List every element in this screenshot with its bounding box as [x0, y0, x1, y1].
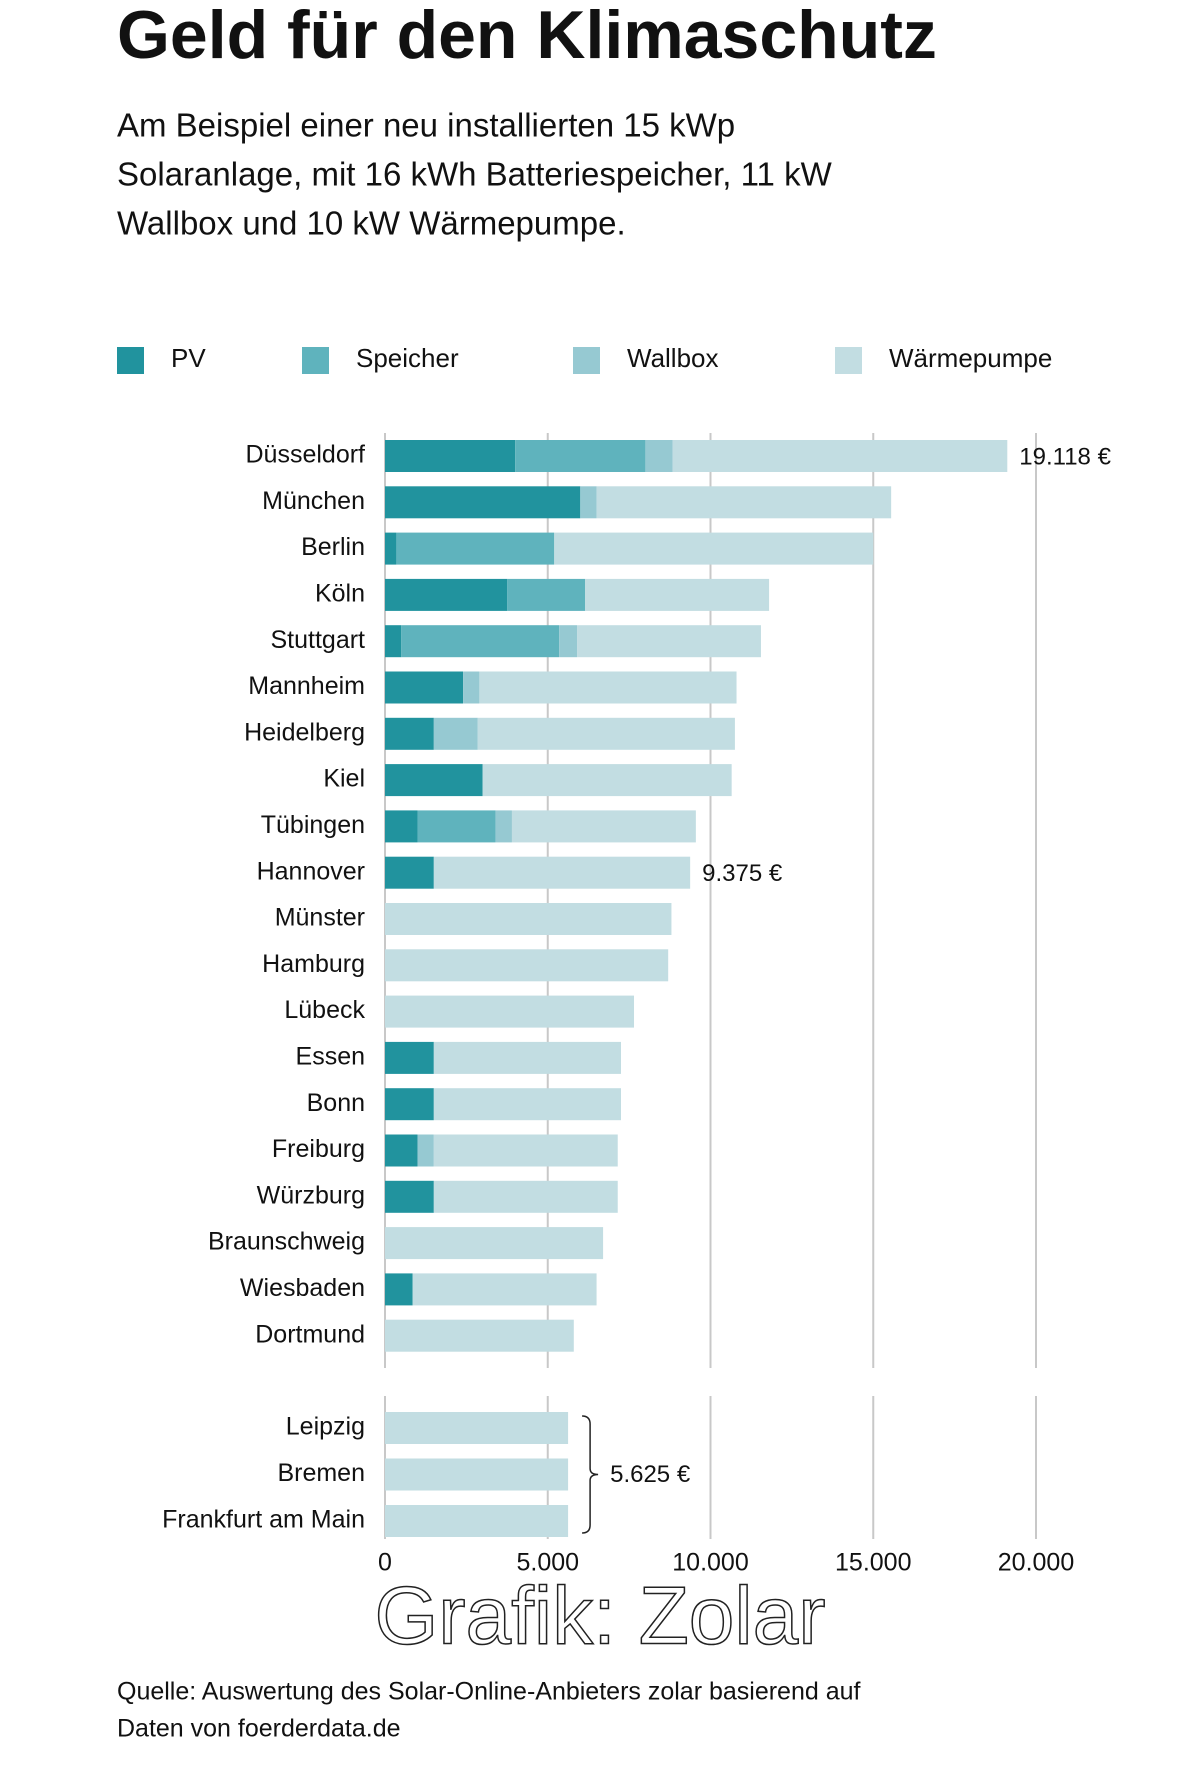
bar-segment	[479, 671, 737, 704]
bar-segment	[385, 717, 434, 750]
y-tick-label: Münster	[275, 904, 365, 932]
bar-segment	[385, 1319, 574, 1352]
y-tick-label: Köln	[315, 580, 365, 608]
bar-segment	[596, 486, 892, 519]
y-tick-label: Bremen	[277, 1459, 365, 1487]
bar-segment	[385, 1412, 569, 1444]
bar-segment	[385, 532, 397, 565]
bar-segment	[672, 440, 1008, 472]
bar-segment	[463, 671, 480, 704]
legend-swatch	[573, 347, 600, 374]
bar-segment	[385, 1227, 604, 1260]
bar-segment	[412, 1273, 597, 1306]
x-tick-label: 20.000	[998, 1549, 1074, 1577]
bar-segment	[385, 949, 669, 982]
y-tick-label: Dortmund	[255, 1320, 365, 1348]
y-tick-label: Heidelberg	[244, 718, 365, 746]
bar-segment	[385, 903, 672, 935]
bar-segment	[385, 578, 508, 611]
legend-swatch	[117, 347, 144, 374]
bar-segment	[396, 532, 555, 565]
bar-segment	[385, 1041, 434, 1074]
y-tick-label: Düsseldorf	[246, 441, 366, 469]
bar-segment	[433, 1041, 621, 1074]
bar-segment	[385, 486, 581, 519]
bar-segment	[433, 1134, 618, 1167]
bar-segment	[477, 717, 735, 750]
bar-segment	[495, 810, 512, 843]
bar-segment	[577, 625, 761, 658]
legend-label: PV	[171, 343, 206, 373]
bar-segment	[385, 856, 434, 889]
y-tick-label: Tübingen	[261, 811, 365, 839]
bar-segment	[385, 764, 483, 797]
y-tick-label: Braunschweig	[208, 1228, 365, 1256]
legend-label: Wallbox	[627, 343, 719, 373]
bar-segment	[433, 856, 691, 889]
legend-swatch	[835, 347, 862, 374]
bar-segment	[511, 810, 696, 843]
y-tick-label: Bonn	[307, 1089, 365, 1117]
bar-segment	[385, 440, 516, 472]
bar-segment	[401, 625, 560, 658]
bar-segment	[515, 440, 646, 472]
annotation: 19.118 €	[1019, 443, 1111, 470]
bar-segment	[433, 717, 478, 750]
bar-segment	[585, 578, 770, 611]
bar-segment	[385, 1088, 434, 1121]
y-tick-label: Würzburg	[257, 1181, 365, 1209]
brace	[582, 1415, 599, 1534]
annotation: 5.625 €	[610, 1461, 691, 1488]
bar-segment	[385, 625, 402, 658]
bar-segment	[385, 1505, 569, 1537]
y-tick-label: Freiburg	[272, 1135, 365, 1163]
bar-segment	[385, 995, 635, 1028]
bar-segment	[417, 1134, 434, 1167]
y-tick-label: Essen	[296, 1043, 365, 1071]
y-tick-label: Leipzig	[286, 1413, 365, 1441]
y-tick-label: Frankfurt am Main	[162, 1506, 365, 1534]
legend-label: Wärmepumpe	[889, 343, 1052, 373]
bar-segment	[507, 578, 586, 611]
subtitle: Wallbox und 10 kW Wärmepumpe.	[117, 205, 626, 242]
y-tick-label: Lübeck	[284, 996, 365, 1024]
bar-segment	[559, 625, 578, 658]
x-tick-label: 5.000	[516, 1549, 579, 1577]
x-tick-label: 15.000	[835, 1549, 911, 1577]
y-tick-label: Wiesbaden	[240, 1274, 365, 1302]
y-tick-label: Hannover	[257, 857, 365, 885]
subtitle: Solaranlage, mit 16 kWh Batteriespeicher…	[117, 156, 833, 193]
annotation: 9.375 €	[702, 860, 783, 887]
legend-swatch	[302, 347, 329, 374]
x-tick-label: 10.000	[672, 1549, 748, 1577]
bar-segment	[580, 486, 597, 519]
y-tick-label: Berlin	[301, 533, 365, 561]
bar-segment	[385, 1180, 434, 1213]
source: Quelle: Auswertung des Solar-Online-Anbi…	[117, 1678, 861, 1706]
bar-segment	[385, 1458, 569, 1491]
x-tick-label: 0	[378, 1549, 392, 1577]
y-tick-label: Kiel	[323, 765, 365, 793]
bar-segment	[385, 1134, 418, 1167]
y-tick-label: Hamburg	[262, 950, 365, 978]
bar-segment	[554, 532, 874, 565]
source: Daten von foerderdata.de	[117, 1715, 401, 1743]
y-tick-label: München	[262, 487, 365, 515]
bar-segment	[385, 1273, 413, 1306]
bar-segment	[417, 810, 496, 843]
bar-segment	[482, 764, 732, 797]
chart-title: Geld für den Klimaschutz	[117, 0, 937, 73]
bar-segment	[433, 1088, 621, 1121]
bar-segment	[385, 810, 418, 843]
credit: Grafik: Zolar	[374, 1571, 825, 1662]
legend-label: Speicher	[356, 343, 459, 373]
subtitle: Am Beispiel einer neu installierten 15 k…	[117, 107, 735, 144]
y-tick-label: Mannheim	[248, 672, 365, 700]
bar-segment	[645, 440, 673, 472]
bar-segment	[433, 1180, 618, 1213]
y-tick-label: Stuttgart	[271, 626, 366, 654]
bar-segment	[385, 671, 464, 704]
